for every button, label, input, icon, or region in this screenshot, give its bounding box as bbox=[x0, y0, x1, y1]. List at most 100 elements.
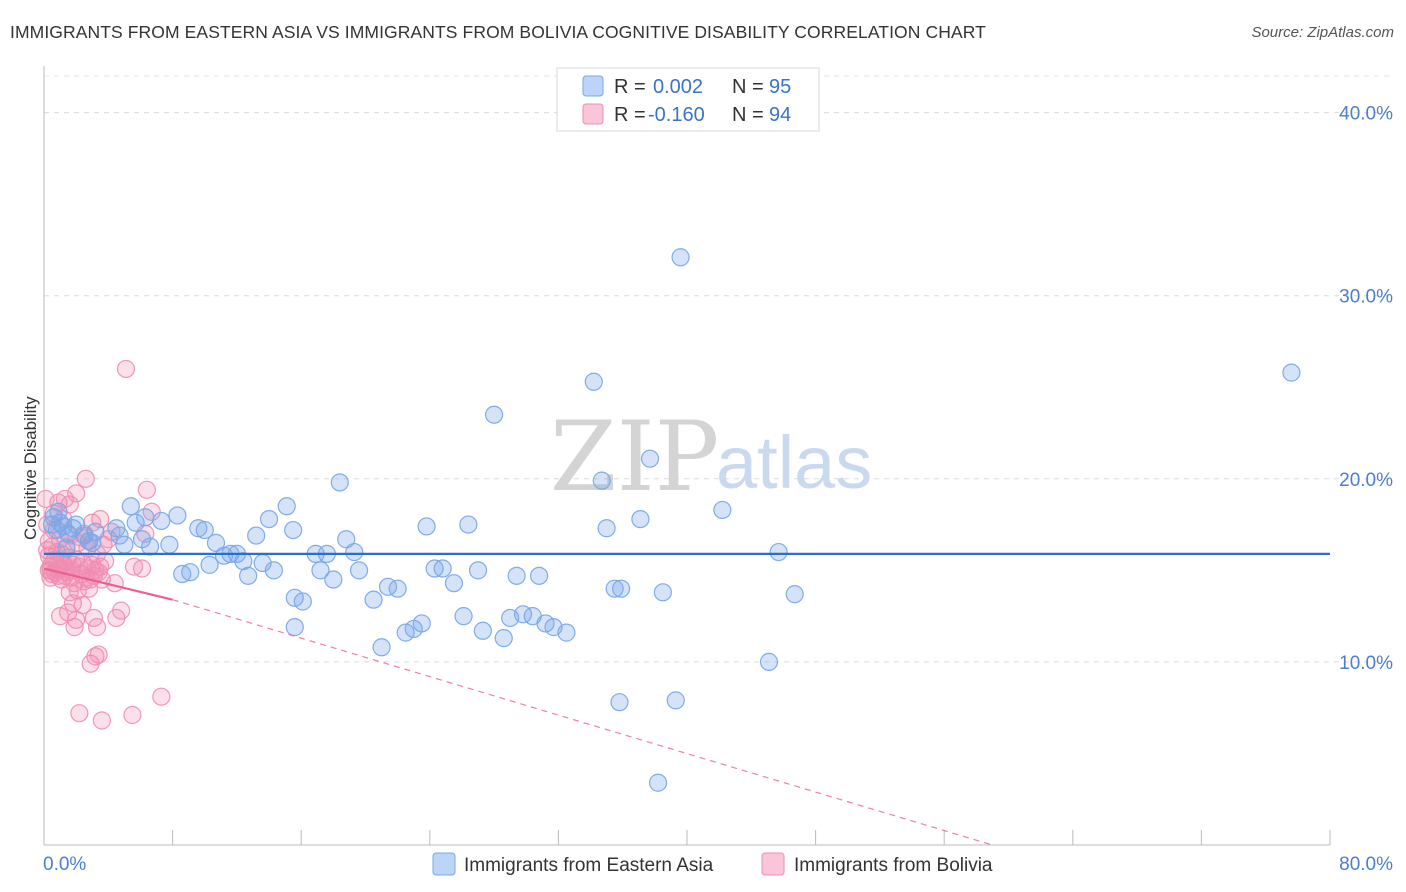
eastern-asia-point-68 bbox=[507, 566, 526, 585]
watermark: ZIP atlas bbox=[550, 401, 872, 513]
eastern-asia-point-77 bbox=[597, 519, 616, 538]
eastern-asia-point-12 bbox=[110, 526, 129, 545]
eastern-asia-point-17 bbox=[136, 508, 155, 527]
bolivia-point-83 bbox=[152, 687, 171, 706]
y-tick-label-0: 10.0% bbox=[1339, 653, 1393, 674]
eastern-asia-point-36 bbox=[264, 561, 283, 580]
eastern-asia-point-26 bbox=[200, 555, 219, 574]
eastern-asia-point-66 bbox=[494, 629, 513, 648]
series-bolivia-points bbox=[36, 359, 171, 730]
bottom-legend-bolivia: Immigrants from Bolivia bbox=[794, 855, 993, 876]
eastern-asia-point-24 bbox=[189, 519, 208, 538]
eastern-asia-point-47 bbox=[337, 530, 356, 549]
eastern-asia-point-84 bbox=[653, 583, 672, 602]
legend: R = 0.002 N = 95 R = -0.160 N = 94 bbox=[556, 67, 820, 132]
eastern-asia-point-61 bbox=[454, 607, 473, 626]
axes bbox=[43, 66, 1331, 846]
eastern-asia-point-56 bbox=[412, 614, 431, 633]
eastern-asia-point-32 bbox=[239, 566, 258, 585]
bolivia-trend-line-extrapolated bbox=[172, 599, 993, 846]
bottom-legend-swatch-eastern-asia bbox=[432, 852, 456, 876]
eastern-asia-point-65 bbox=[485, 405, 504, 424]
legend-swatch-bolivia bbox=[582, 103, 604, 125]
bolivia-point-87 bbox=[38, 541, 57, 560]
eastern-asia-point-15 bbox=[126, 513, 145, 532]
eastern-asia-point-13 bbox=[115, 535, 134, 554]
watermark-atlas: atlas bbox=[716, 421, 872, 504]
eastern-asia-point-74 bbox=[557, 623, 576, 642]
eastern-asia-point-33 bbox=[247, 526, 266, 545]
bottom-legend-eastern-asia: Immigrants from Eastern Asia bbox=[464, 855, 714, 876]
eastern-asia-point-27 bbox=[206, 533, 226, 552]
bolivia-point-78 bbox=[123, 705, 142, 725]
bolivia-point-90 bbox=[67, 484, 86, 503]
eastern-asia-point-38 bbox=[284, 520, 303, 540]
eastern-asia-point-49 bbox=[349, 561, 369, 580]
eastern-asia-point-14 bbox=[121, 497, 140, 516]
eastern-asia-point-78 bbox=[605, 579, 624, 598]
eastern-asia-point-50 bbox=[364, 590, 383, 609]
bolivia-point-35 bbox=[65, 618, 84, 637]
bolivia-trend-line bbox=[43, 567, 173, 601]
eastern-asia-point-10 bbox=[86, 522, 105, 542]
y-tick-label-3: 40.0% bbox=[1339, 104, 1393, 125]
eastern-asia-point-19 bbox=[152, 511, 171, 531]
legend-n-label-1: N = bbox=[732, 76, 764, 98]
source-label: Source: ZipAtlas.com bbox=[1251, 24, 1394, 41]
eastern-asia-point-25 bbox=[195, 520, 214, 540]
eastern-asia-point-31 bbox=[234, 552, 253, 571]
eastern-asia-point-81 bbox=[631, 509, 650, 529]
eastern-asia-point-90 bbox=[785, 585, 804, 604]
eastern-asia-point-60 bbox=[444, 574, 464, 593]
x-tick-label-min: 0.0% bbox=[43, 854, 86, 875]
eastern-asia-point-48 bbox=[345, 542, 364, 562]
eastern-asia-point-93 bbox=[79, 531, 99, 551]
eastern-asia-point-59 bbox=[433, 559, 452, 578]
eastern-asia-point-83 bbox=[648, 773, 668, 792]
eastern-asia-point-41 bbox=[293, 592, 312, 611]
y-tick-label-2: 30.0% bbox=[1339, 287, 1393, 308]
legend-r-label-1: R = bbox=[614, 76, 646, 98]
bolivia-point-68 bbox=[92, 711, 111, 730]
bolivia-point-77 bbox=[116, 359, 136, 379]
eastern-asia-point-57 bbox=[417, 517, 436, 536]
eastern-asia-point-87 bbox=[713, 500, 732, 520]
bolivia-point-76 bbox=[112, 601, 131, 620]
eastern-asia-point-91 bbox=[1282, 363, 1301, 382]
eastern-asia-point-51 bbox=[372, 638, 391, 657]
legend-n-value-2: 94 bbox=[769, 104, 791, 126]
bolivia-point-80 bbox=[132, 559, 152, 578]
eastern-asia-point-80 bbox=[610, 693, 629, 712]
eastern-asia-point-46 bbox=[330, 473, 349, 492]
watermark-zip: ZIP bbox=[550, 401, 719, 513]
eastern-asia-point-75 bbox=[584, 372, 603, 391]
eastern-asia-point-76 bbox=[592, 471, 611, 490]
bolivia-point-38 bbox=[68, 533, 87, 552]
eastern-asia-point-88 bbox=[759, 652, 779, 672]
x-tick-label-max: 80.0% bbox=[1339, 854, 1393, 875]
bolivia-point-89 bbox=[60, 495, 79, 514]
eastern-asia-point-35 bbox=[259, 509, 279, 529]
bottom-legend-swatch-bolivia bbox=[761, 852, 785, 876]
eastern-asia-point-94 bbox=[57, 539, 76, 558]
trend-lines bbox=[43, 552, 1330, 846]
legend-r-value-2: -0.160 bbox=[648, 104, 705, 126]
eastern-asia-point-92 bbox=[49, 502, 68, 521]
eastern-asia-point-62 bbox=[459, 515, 478, 534]
legend-n-value-1: 95 bbox=[769, 76, 791, 98]
bolivia-point-81 bbox=[137, 480, 156, 499]
y-axis-label: Cognitive Disability bbox=[21, 396, 40, 540]
eastern-asia-point-89 bbox=[769, 542, 788, 562]
eastern-asia-point-82 bbox=[640, 449, 660, 468]
bolivia-point-85 bbox=[50, 607, 70, 626]
bolivia-point-48 bbox=[76, 469, 95, 488]
eastern-asia-point-64 bbox=[473, 621, 492, 640]
eastern-asia-point-23 bbox=[181, 563, 200, 582]
eastern-asia-point-43 bbox=[311, 561, 330, 580]
chart-title: IMMIGRANTS FROM EASTERN ASIA VS IMMIGRAN… bbox=[10, 22, 986, 42]
bolivia-point-64 bbox=[89, 645, 108, 664]
bolivia-point-60 bbox=[86, 647, 105, 666]
y-tick-label-1: 20.0% bbox=[1339, 470, 1393, 491]
legend-r-label-2: R = bbox=[614, 104, 646, 126]
